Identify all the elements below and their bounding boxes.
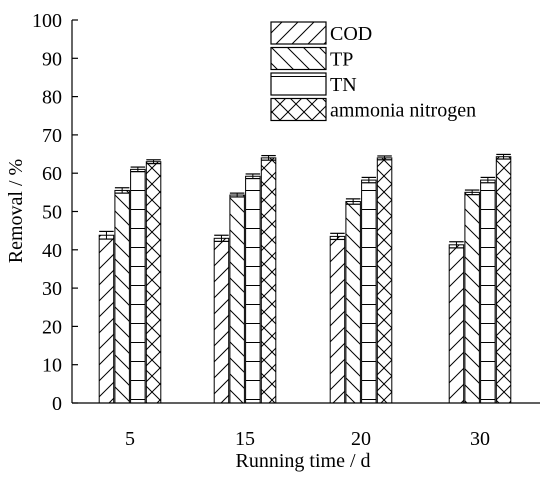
x-axis-label: Running time / d bbox=[236, 450, 371, 472]
bar-ammonia-nitrogen-30 bbox=[495, 156, 512, 404]
y-axis-ticks: 0 10 20 30 40 50 60 70 80 90 100 bbox=[32, 10, 78, 415]
y-tick-label: 70 bbox=[42, 125, 62, 147]
legend-swatch bbox=[270, 72, 327, 96]
bar-tp-5 bbox=[114, 189, 130, 404]
legend-swatch bbox=[270, 46, 327, 71]
error-bar bbox=[330, 232, 345, 241]
bar-tp-30 bbox=[464, 191, 480, 404]
error-bar bbox=[496, 153, 511, 160]
legend: COD TP TN ammonia nitrogen bbox=[270, 21, 476, 122]
error-bar bbox=[480, 176, 496, 184]
error-bar bbox=[345, 198, 361, 205]
y-tick-label: 50 bbox=[42, 202, 62, 224]
bar-series-group bbox=[98, 156, 512, 404]
bar-tp-15 bbox=[229, 194, 245, 404]
bar-tn-5 bbox=[130, 168, 146, 404]
bar-cod-5 bbox=[98, 234, 115, 404]
error-bar bbox=[245, 173, 261, 180]
bar-tn-30 bbox=[480, 179, 496, 404]
error-bar bbox=[361, 176, 377, 184]
error-bar bbox=[229, 192, 245, 198]
error-bar bbox=[146, 159, 161, 165]
y-tick-label: 90 bbox=[42, 48, 62, 70]
legend-label: TP bbox=[330, 49, 353, 71]
bar-ammonia-nitrogen-5 bbox=[145, 161, 162, 404]
error-bar bbox=[214, 234, 229, 242]
x-tick-label: 15 bbox=[235, 428, 255, 450]
bar-cod-30 bbox=[448, 244, 465, 404]
error-bar bbox=[261, 154, 276, 161]
bar-cod-15 bbox=[213, 237, 230, 404]
legend-item: TN bbox=[270, 72, 357, 96]
error-bar bbox=[99, 230, 114, 240]
y-tick-label: 40 bbox=[42, 240, 62, 262]
y-axis-label: Removal / % bbox=[5, 159, 27, 263]
y-tick-label: 0 bbox=[52, 393, 62, 415]
error-bar-group bbox=[99, 153, 511, 249]
legend-label: COD bbox=[330, 23, 372, 45]
x-tick-label: 5 bbox=[125, 428, 135, 450]
y-tick-label: 80 bbox=[42, 87, 62, 109]
legend-swatch bbox=[270, 21, 327, 45]
y-tick-label: 60 bbox=[42, 163, 62, 185]
legend-item: ammonia nitrogen bbox=[270, 97, 476, 122]
error-bar bbox=[114, 187, 130, 194]
bar-cod-20 bbox=[329, 235, 346, 404]
y-tick-label: 20 bbox=[42, 316, 62, 338]
error-bar bbox=[130, 166, 146, 173]
bar-tn-20 bbox=[361, 179, 377, 404]
error-bar bbox=[449, 241, 464, 249]
legend-swatch bbox=[270, 97, 327, 122]
y-tick-label: 30 bbox=[42, 278, 62, 300]
bar-ammonia-nitrogen-20 bbox=[376, 157, 393, 404]
legend-label: TN bbox=[330, 74, 357, 96]
bar-tp-20 bbox=[345, 201, 361, 404]
y-tick-label: 100 bbox=[32, 10, 62, 32]
legend-item: TP bbox=[270, 46, 353, 71]
legend-item: COD bbox=[270, 21, 372, 45]
y-tick-label: 10 bbox=[42, 355, 62, 377]
error-bar bbox=[464, 189, 480, 196]
x-tick-label: 30 bbox=[470, 428, 490, 450]
x-tick-label: 20 bbox=[351, 428, 371, 450]
bar-tn-15 bbox=[245, 175, 261, 404]
x-axis-ticks: 5 15 20 30 bbox=[125, 428, 490, 450]
legend-label: ammonia nitrogen bbox=[330, 100, 476, 122]
error-bar bbox=[377, 155, 392, 161]
bar-ammonia-nitrogen-15 bbox=[260, 157, 277, 404]
